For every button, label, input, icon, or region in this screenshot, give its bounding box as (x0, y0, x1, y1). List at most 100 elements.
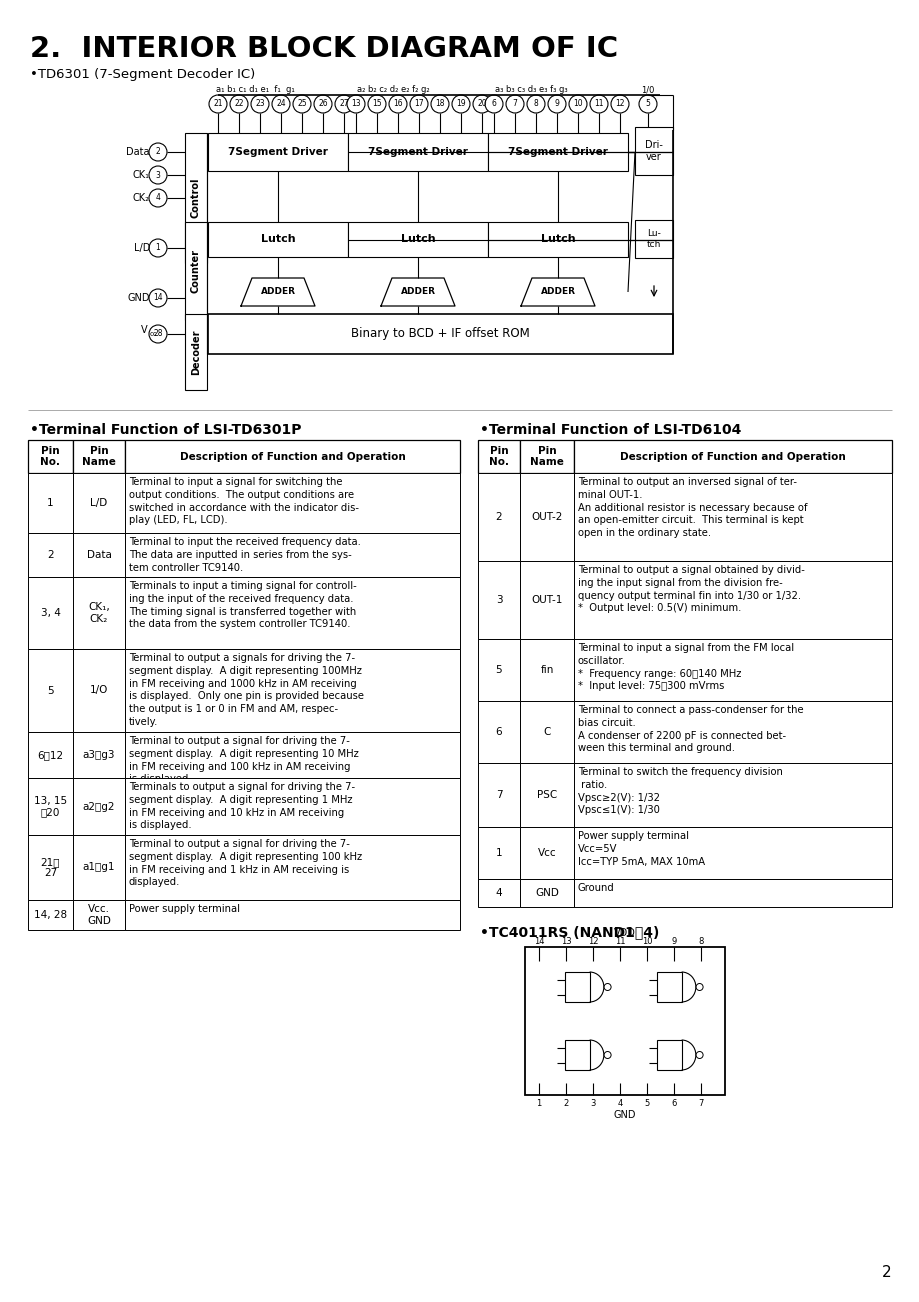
Bar (657, 1040, 681, 1070)
Bar (478, 440, 519, 473)
Text: 2: 2 (155, 147, 160, 156)
Bar (573, 763, 891, 827)
Bar (478, 561, 519, 639)
Text: 23: 23 (255, 99, 265, 108)
Text: Lu-
tch: Lu- tch (646, 229, 661, 249)
Bar (573, 700, 891, 763)
Circle shape (604, 983, 610, 991)
Text: 6～12: 6～12 (38, 750, 63, 760)
Text: 5: 5 (47, 685, 53, 695)
Bar (347, 133, 487, 171)
Bar (125, 900, 460, 930)
Bar (73, 779, 125, 835)
Text: 5: 5 (643, 1099, 649, 1108)
Text: 14: 14 (153, 293, 163, 302)
Text: Terminal to input a signal for switching the
output conditions.  The output cond: Terminal to input a signal for switching… (129, 477, 358, 526)
Circle shape (149, 289, 167, 307)
Bar (125, 648, 460, 732)
Text: 3, 4: 3, 4 (40, 608, 61, 618)
Bar (487, 223, 628, 256)
Bar (73, 440, 125, 473)
Text: L/D: L/D (133, 243, 150, 253)
Text: Ground: Ground (577, 883, 614, 893)
Text: Terminal to output a signal for driving the 7-
segment display.  A digit represe: Terminal to output a signal for driving … (129, 736, 358, 784)
Circle shape (149, 240, 167, 256)
Text: Decoder: Decoder (191, 329, 200, 375)
Circle shape (335, 95, 353, 113)
Bar (73, 473, 125, 533)
Circle shape (639, 95, 656, 113)
Text: •Terminal Function of LSI-TD6104: •Terminal Function of LSI-TD6104 (480, 423, 741, 437)
Circle shape (484, 95, 503, 113)
Bar (208, 314, 673, 354)
Text: a₂ b₂ c₂ d₂ e₂ f₂ g₂: a₂ b₂ c₂ d₂ e₂ f₂ g₂ (357, 86, 429, 95)
Bar (28, 835, 73, 900)
Text: 21～
27: 21～ 27 (40, 857, 60, 879)
Text: 7: 7 (698, 1099, 703, 1108)
Text: Description of Function and Operation: Description of Function and Operation (619, 452, 845, 461)
Text: 13: 13 (351, 99, 360, 108)
Text: 17: 17 (414, 99, 424, 108)
Text: 6: 6 (495, 727, 502, 737)
Text: VDD: VDD (613, 928, 635, 937)
Circle shape (346, 95, 365, 113)
Text: a2～g2: a2～g2 (83, 802, 115, 811)
Text: Terminal to connect a pass-condenser for the
bias circuit.
A condenser of 2200 p: Terminal to connect a pass-condenser for… (577, 704, 803, 754)
Text: Terminal to output an inversed signal of ter-
minal OUT-1.
An additional resisto: Terminal to output an inversed signal of… (577, 477, 807, 538)
Text: 11: 11 (594, 99, 603, 108)
Bar (347, 223, 487, 256)
Text: CK₂: CK₂ (133, 193, 150, 203)
Circle shape (313, 95, 332, 113)
Bar (565, 1040, 589, 1070)
Text: Vcc: Vcc (537, 848, 556, 858)
Bar (28, 648, 73, 732)
Bar (519, 879, 573, 907)
Text: 2: 2 (47, 549, 53, 560)
Text: 5: 5 (645, 99, 650, 108)
Circle shape (149, 165, 167, 184)
Text: •Terminal Function of LSI-TD6301P: •Terminal Function of LSI-TD6301P (30, 423, 301, 437)
Circle shape (610, 95, 629, 113)
Circle shape (430, 95, 448, 113)
Text: •TC4011RS (NAND1～4): •TC4011RS (NAND1～4) (480, 924, 659, 939)
Text: Terminal to output a signal obtained by divid-
ing the input signal from the div: Terminal to output a signal obtained by … (577, 565, 804, 613)
Text: fin: fin (539, 665, 553, 674)
Circle shape (251, 95, 268, 113)
Text: 14: 14 (533, 937, 544, 947)
Circle shape (604, 1052, 610, 1059)
Bar (519, 700, 573, 763)
Text: a₁ b₁ c₁ d₁ e₁  f₁  g₁: a₁ b₁ c₁ d₁ e₁ f₁ g₁ (215, 86, 294, 95)
Text: 8: 8 (698, 937, 703, 947)
Circle shape (149, 326, 167, 342)
Bar (208, 133, 347, 171)
Text: 3: 3 (495, 595, 502, 605)
Text: 9: 9 (671, 937, 675, 947)
Text: 21: 21 (213, 99, 222, 108)
Bar (487, 133, 628, 171)
Text: 7: 7 (512, 99, 516, 108)
Text: C: C (543, 727, 550, 737)
Bar (185, 133, 207, 263)
Text: Pin
Name: Pin Name (529, 445, 563, 467)
Text: 4: 4 (155, 194, 160, 203)
Bar (634, 220, 673, 258)
Text: 1: 1 (47, 497, 53, 508)
Text: Lutch: Lutch (260, 234, 295, 245)
Circle shape (272, 95, 289, 113)
Bar (28, 779, 73, 835)
Bar (573, 827, 891, 879)
Text: 11: 11 (614, 937, 625, 947)
Text: 1: 1 (155, 243, 160, 253)
Bar (125, 533, 460, 577)
Text: CK₁,
CK₂: CK₁, CK₂ (88, 603, 109, 624)
Text: 7Segment Driver: 7Segment Driver (228, 147, 327, 158)
Text: 4: 4 (495, 888, 502, 898)
Text: GND: GND (613, 1111, 636, 1120)
Bar (519, 440, 573, 473)
Text: 12: 12 (587, 937, 597, 947)
Circle shape (149, 143, 167, 161)
Bar (519, 561, 573, 639)
Bar (478, 827, 519, 879)
Bar (73, 533, 125, 577)
Bar (519, 639, 573, 700)
